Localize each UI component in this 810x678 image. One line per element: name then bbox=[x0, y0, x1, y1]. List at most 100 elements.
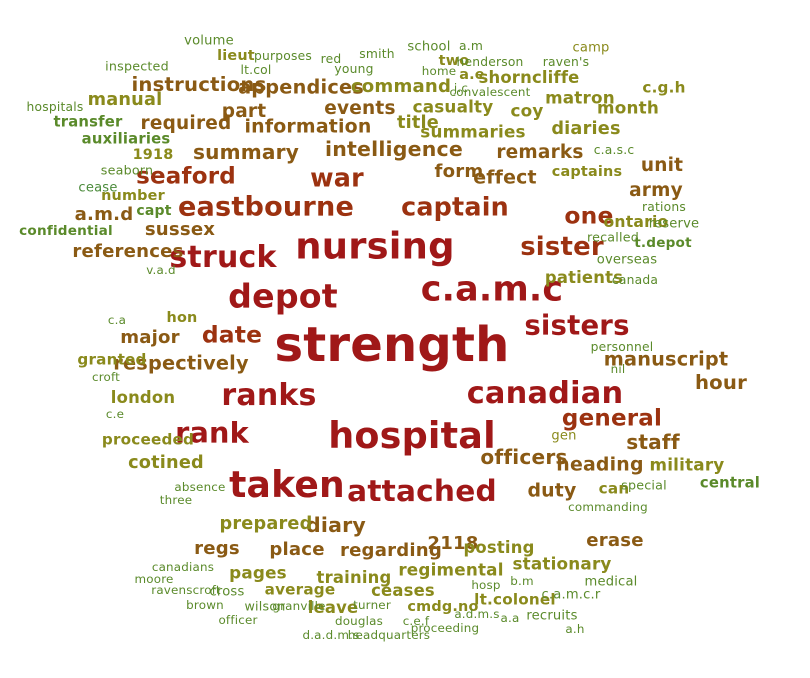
word-headquarters: headquarters bbox=[347, 628, 431, 643]
word-regimental: regimental bbox=[398, 559, 504, 580]
word-recalled: recalled bbox=[586, 229, 640, 245]
word-a-a: a.a bbox=[500, 611, 520, 626]
word-lt-col: lt.col bbox=[240, 62, 272, 77]
word-part: part bbox=[221, 100, 267, 122]
word-prepared: prepared bbox=[219, 514, 313, 535]
word-recruits: recruits bbox=[526, 608, 578, 624]
word-rations: rations bbox=[642, 199, 686, 214]
word-diaries: diaries bbox=[551, 119, 621, 140]
word-strength: strength bbox=[274, 317, 510, 373]
word-captain: captain bbox=[401, 191, 509, 222]
word-t-depot: t.depot bbox=[634, 235, 692, 252]
word-d-a-d-m-s: d.a.d.m.s bbox=[302, 628, 360, 643]
word-three: three bbox=[159, 493, 193, 508]
word-training: training bbox=[316, 567, 392, 587]
word-remarks: remarks bbox=[496, 141, 584, 163]
word-convalescent: convalescent bbox=[449, 85, 531, 100]
word-summary: summary bbox=[192, 139, 300, 164]
word-seaborn: seaborn bbox=[100, 162, 154, 178]
word-heading: heading bbox=[556, 453, 644, 476]
word-captains: captains bbox=[551, 163, 623, 180]
word-inspected: inspected bbox=[105, 58, 169, 74]
word-general: general bbox=[561, 405, 663, 432]
word-1918: 1918 bbox=[132, 146, 174, 163]
word-brown: brown bbox=[186, 598, 224, 613]
word-duty: duty bbox=[527, 479, 577, 502]
word-regarding: regarding bbox=[339, 539, 443, 561]
word-attached: attached bbox=[347, 474, 497, 509]
word-posting: posting bbox=[463, 537, 535, 557]
word-one: one bbox=[564, 201, 614, 230]
word-a-h: a.h bbox=[565, 622, 585, 637]
word-ravenscroft: ravenscroft bbox=[151, 583, 221, 598]
word-number: number bbox=[101, 187, 165, 204]
word-purposes: purposes bbox=[254, 48, 312, 63]
word-depot: depot bbox=[228, 276, 338, 316]
word-canadians: canadians bbox=[151, 560, 215, 575]
word-hospitals: hospitals bbox=[26, 99, 84, 114]
word-shorncliffe: shorncliffe bbox=[478, 67, 580, 87]
word-patients: patients bbox=[544, 267, 624, 287]
word-major: major bbox=[120, 326, 180, 348]
word-staff: staff bbox=[626, 429, 680, 454]
word-canada: canada bbox=[611, 272, 659, 287]
word-information: information bbox=[244, 115, 372, 138]
word-respectively: respectively bbox=[113, 351, 249, 375]
word-hospital: hospital bbox=[328, 413, 496, 457]
word-proceeding: proceeding bbox=[410, 621, 480, 636]
word-command: command bbox=[350, 75, 452, 97]
word-stationary: stationary bbox=[512, 553, 612, 574]
word-turner: turner bbox=[353, 598, 391, 613]
word-personnel: personnel bbox=[590, 339, 654, 354]
word-c-e: c.e bbox=[105, 407, 125, 422]
word-officers: officers bbox=[480, 444, 568, 469]
word-sister: sister bbox=[520, 232, 604, 263]
word-manuscript: manuscript bbox=[603, 347, 729, 371]
word-proceeded: proceeded bbox=[101, 430, 195, 449]
word-home: home bbox=[421, 64, 457, 79]
word-leave: leave bbox=[307, 597, 359, 617]
word-overseas: overseas bbox=[596, 252, 658, 268]
word-eastbourne: eastbourne bbox=[177, 191, 355, 223]
word-two: two bbox=[438, 52, 470, 69]
word-c-g-h: c.g.h bbox=[642, 78, 686, 97]
word-pages: pages bbox=[229, 562, 287, 583]
word-army: army bbox=[629, 179, 683, 201]
word-cross: cross bbox=[209, 584, 245, 600]
word-c-a-m-c: c.a.m.c bbox=[420, 269, 564, 310]
word-school: school bbox=[407, 39, 451, 55]
word-references: references bbox=[72, 240, 184, 262]
word-medical: medical bbox=[584, 574, 638, 590]
word-henderson: henderson bbox=[456, 54, 524, 69]
word-hour: hour bbox=[694, 371, 748, 395]
word-place: place bbox=[269, 538, 325, 560]
word-wilson: wilson bbox=[244, 598, 286, 614]
word-ranks: ranks bbox=[221, 378, 317, 413]
word-matron: matron bbox=[545, 87, 615, 108]
word-ontario: ontario bbox=[603, 213, 669, 232]
word-manual: manual bbox=[87, 90, 163, 111]
word-a-m: a.m bbox=[458, 38, 484, 53]
word-nil: nil bbox=[610, 362, 626, 377]
word-unit: unit bbox=[640, 154, 684, 176]
word-canadian: canadian bbox=[466, 375, 624, 411]
word-rank: rank bbox=[175, 415, 249, 450]
word-lt-colonel: lt.colonel bbox=[474, 590, 556, 609]
word-a-d-m-s: a.d.m.s bbox=[454, 607, 500, 622]
word-military: military bbox=[649, 454, 725, 475]
word-can: can bbox=[598, 479, 630, 498]
word-c-a: c.a bbox=[107, 313, 127, 328]
word-hon: hon bbox=[166, 309, 198, 326]
word-struck: struck bbox=[169, 240, 277, 275]
word-cmdg-no: cmdg.no bbox=[407, 598, 479, 615]
word-seaford: seaford bbox=[136, 163, 236, 190]
word-b-m: b.m bbox=[510, 574, 534, 589]
word-a-m-d: a.m.d bbox=[74, 203, 134, 225]
word-special: special bbox=[621, 477, 667, 493]
word-c-a-m-c-r: c.a.m.c.r bbox=[541, 587, 601, 603]
word-events: events bbox=[324, 97, 396, 119]
word-cotined: cotined bbox=[128, 453, 204, 474]
word-reserve: reserve bbox=[648, 216, 700, 232]
word-cease: cease bbox=[78, 180, 118, 196]
